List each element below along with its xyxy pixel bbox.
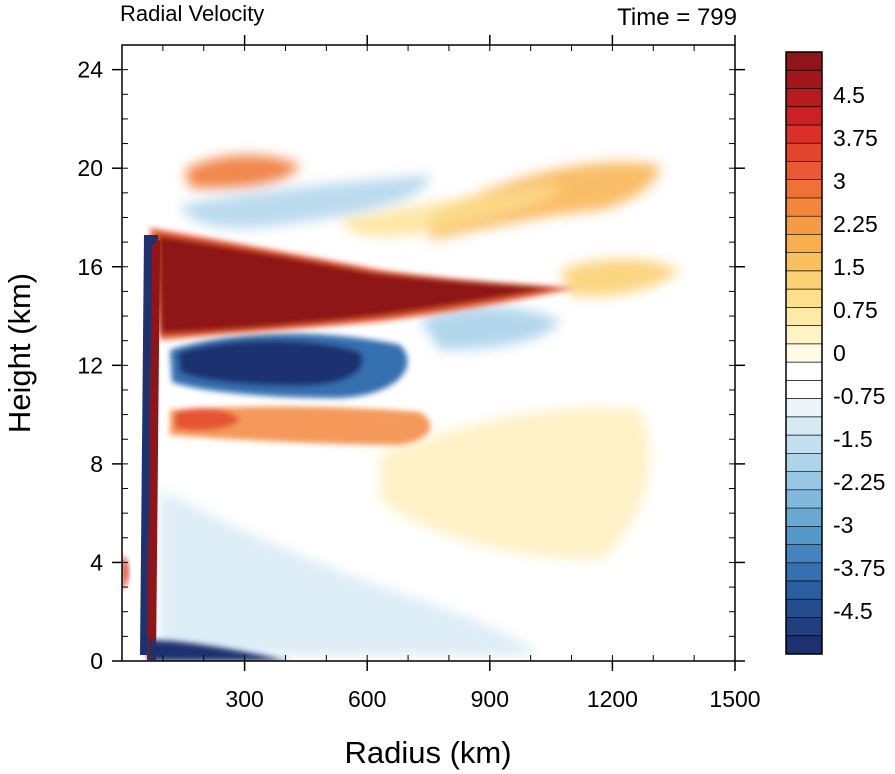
colorbar-swatch	[786, 234, 822, 253]
y-axis: 0 4 8 12 16 20 24	[77, 57, 745, 674]
colorbar-tick-label: 1.5	[833, 254, 865, 280]
x-tick-label: 1200	[587, 686, 638, 712]
x-tick-label: 1500	[709, 686, 760, 712]
lower-pale-inflow	[160, 490, 540, 655]
y-tick-label: 24	[77, 57, 103, 83]
colorbar-swatch	[786, 471, 822, 491]
y-tick-label: 0	[90, 648, 103, 674]
y-tick-label: 8	[90, 451, 103, 477]
colorbar	[785, 51, 823, 655]
plot-frame	[121, 44, 736, 662]
y-axis-label: Height (km)	[2, 273, 37, 433]
outflow-jet-core	[158, 235, 555, 334]
colorbar-tick-label: 0	[833, 340, 846, 366]
heatmap-field	[122, 155, 680, 661]
x-axis: 300 600 900 1200 1500	[162, 35, 761, 712]
low-level-inflow	[148, 640, 290, 661]
colorbar-swatch	[786, 289, 822, 308]
colorbar-swatch	[786, 362, 822, 381]
colorbar-swatch	[786, 106, 822, 126]
time-label: Time = 799	[617, 4, 737, 31]
x-tick-label: 300	[225, 686, 263, 712]
outflow-jet	[150, 228, 575, 340]
colorbar-swatch	[786, 307, 822, 326]
colorbar-swatch	[786, 270, 822, 290]
colorbar-swatch	[786, 88, 822, 108]
colorbar-swatch	[786, 143, 822, 162]
upper-pale-inflow	[180, 175, 430, 229]
colorbar-swatch	[786, 562, 822, 582]
colorbar-swatch	[786, 252, 822, 272]
colorbar-swatch	[786, 544, 822, 564]
eyewall	[140, 235, 160, 660]
colorbar-tick-label: -0.75	[833, 383, 885, 409]
upper-yellow-band	[340, 185, 560, 237]
colorbar-tick-label: 4.5	[833, 82, 865, 108]
colorbar-swatch	[786, 124, 822, 144]
mid-level-pale-outflow	[380, 407, 650, 560]
colorbar-swatch	[786, 380, 822, 399]
upper-inflow-core	[178, 340, 363, 386]
colorbar-swatch	[786, 161, 822, 180]
colorbar-swatch	[786, 453, 822, 472]
y-tick-label: 16	[77, 254, 103, 280]
right-pale-outflow	[560, 258, 680, 297]
x-axis-label: Radius (km)	[344, 735, 511, 770]
colorbar-labels: 4.5 3.75 3 2.25 1.5 0.75 0 -0.75 -1.5 -2.25 -3 -3.7…	[833, 82, 885, 624]
colorbar-swatch	[786, 398, 822, 418]
colorbar-tick-label: 2.25	[833, 211, 878, 237]
colorbar-tick-label: -3	[833, 512, 853, 538]
colorbar-swatch	[786, 325, 822, 345]
colorbar-swatch	[786, 52, 822, 71]
upper-inflow	[170, 333, 408, 398]
colorbar-swatch	[786, 617, 822, 637]
left-edge-positive-patch	[122, 555, 129, 590]
x-tick-label: 600	[348, 686, 386, 712]
colorbar-swatch	[786, 216, 822, 235]
mid-outflow-left-core	[175, 408, 240, 431]
mid-outflow	[170, 406, 431, 445]
colorbar-swatch	[786, 416, 822, 436]
colorbar-swatch	[786, 489, 822, 509]
colorbar-tick-label: 0.75	[833, 297, 878, 323]
colorbar-swatch	[786, 179, 822, 199]
y-tick-label: 4	[90, 549, 103, 575]
colorbar-swatch	[786, 581, 822, 600]
upper-outflow-band-left	[185, 155, 300, 189]
colorbar-tick-label: -2.25	[833, 469, 885, 495]
colorbar-swatch	[786, 70, 822, 89]
colorbar-swatch	[786, 435, 822, 454]
inflow-below-jet-right	[420, 306, 560, 350]
colorbar-frame	[785, 51, 823, 655]
upper-outflow-band-right	[430, 162, 660, 240]
colorbar-swatch	[786, 526, 822, 545]
y-tick-label: 12	[77, 352, 103, 378]
colorbar-swatch	[786, 635, 822, 655]
colorbar-swatch	[786, 599, 822, 618]
y-tick-label: 20	[77, 155, 103, 181]
colorbar-tick-label: -3.75	[833, 555, 885, 581]
chart-title: Radial Velocity	[120, 1, 264, 26]
soft-layer	[160, 155, 680, 655]
colorbar-tick-label: 3.75	[833, 125, 878, 151]
x-tick-label: 900	[471, 686, 509, 712]
colorbar-swatch	[786, 197, 822, 217]
colorbar-swatch	[786, 508, 822, 527]
eyewall-outflow-column	[147, 240, 160, 660]
colorbar-swatch	[786, 343, 822, 363]
colorbar-tick-label: -4.5	[833, 598, 873, 624]
colorbar-tick-label: -1.5	[833, 426, 873, 452]
colorbar-tick-label: 3	[833, 168, 846, 194]
